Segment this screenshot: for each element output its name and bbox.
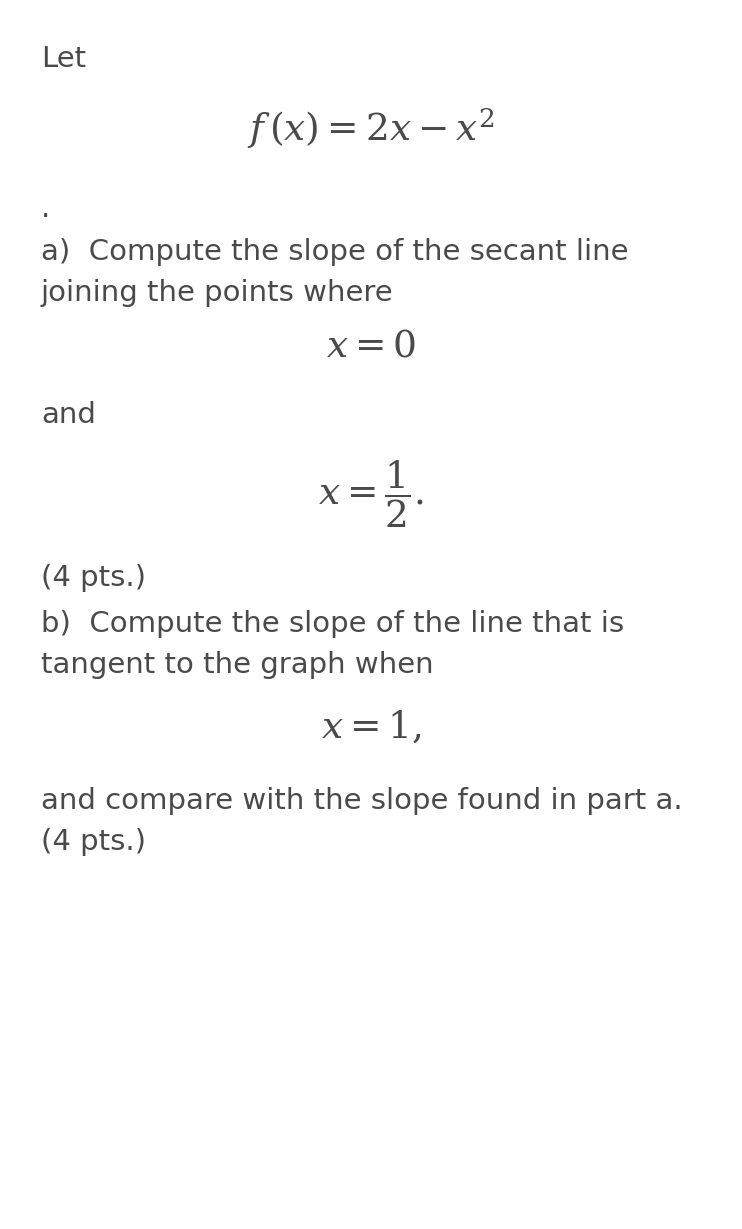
Text: b)  Compute the slope of the line that is: b) Compute the slope of the line that is <box>41 611 624 638</box>
Text: Let: Let <box>41 45 86 73</box>
Text: (4 pts.): (4 pts.) <box>41 828 146 855</box>
Text: joining the points where: joining the points where <box>41 279 393 306</box>
Text: $x = \dfrac{1}{2}.$: $x = \dfrac{1}{2}.$ <box>318 458 424 530</box>
Text: and compare with the slope found in part a.: and compare with the slope found in part… <box>41 788 683 815</box>
Text: (4 pts.): (4 pts.) <box>41 564 146 591</box>
Text: $f\,(x) = 2x - x^2$: $f\,(x) = 2x - x^2$ <box>247 107 495 151</box>
Text: $x = 1,$: $x = 1,$ <box>321 709 421 746</box>
Text: tangent to the graph when: tangent to the graph when <box>41 651 433 678</box>
Text: a)  Compute the slope of the secant line: a) Compute the slope of the secant line <box>41 238 628 265</box>
Text: $x = 0$: $x = 0$ <box>326 328 416 365</box>
Text: .: . <box>41 195 50 222</box>
Text: and: and <box>41 402 96 429</box>
